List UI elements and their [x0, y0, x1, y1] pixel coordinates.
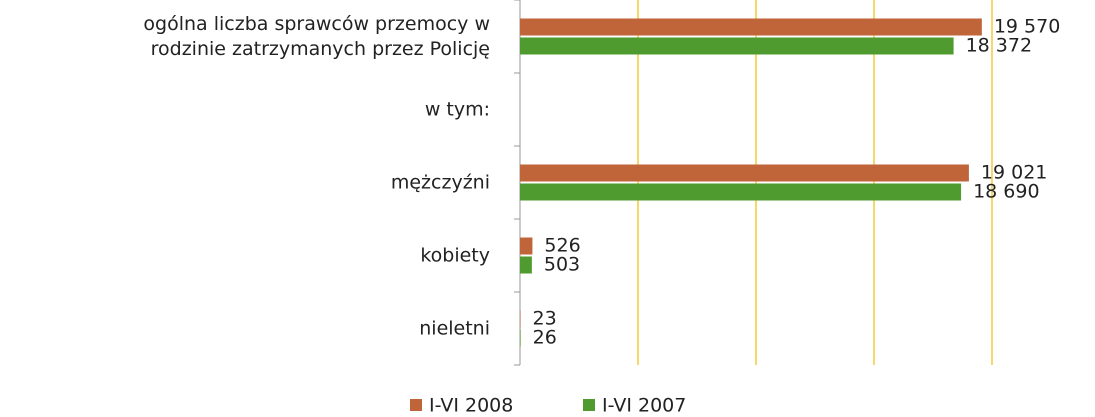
legend-label: I-VI 2008	[429, 395, 513, 417]
legend-label: I-VI 2007	[602, 395, 686, 417]
value-label: 526	[544, 235, 580, 257]
bar	[520, 164, 969, 182]
category-label: mężczyźni	[390, 171, 490, 193]
category-label: kobiety	[420, 244, 490, 266]
value-label: 23	[533, 308, 557, 330]
bar	[520, 329, 521, 347]
category-label: ogólna liczba sprawców przemocy w rodzin…	[143, 12, 490, 60]
value-label: 26	[533, 327, 557, 349]
value-label: 503	[544, 254, 580, 276]
bar	[520, 256, 532, 274]
bar	[520, 18, 982, 36]
value-label: 18 372	[966, 35, 1032, 57]
value-label: 18 690	[973, 181, 1039, 203]
bar	[520, 310, 521, 328]
bar	[520, 183, 962, 201]
bar	[520, 37, 954, 55]
value-label: 19 570	[994, 16, 1060, 38]
legend-swatch	[583, 399, 595, 411]
legend-swatch	[410, 399, 422, 411]
category-label: w tym:	[424, 98, 490, 120]
bar	[520, 237, 533, 255]
category-label: nieletni	[419, 317, 490, 339]
value-label: 19 021	[981, 162, 1047, 184]
